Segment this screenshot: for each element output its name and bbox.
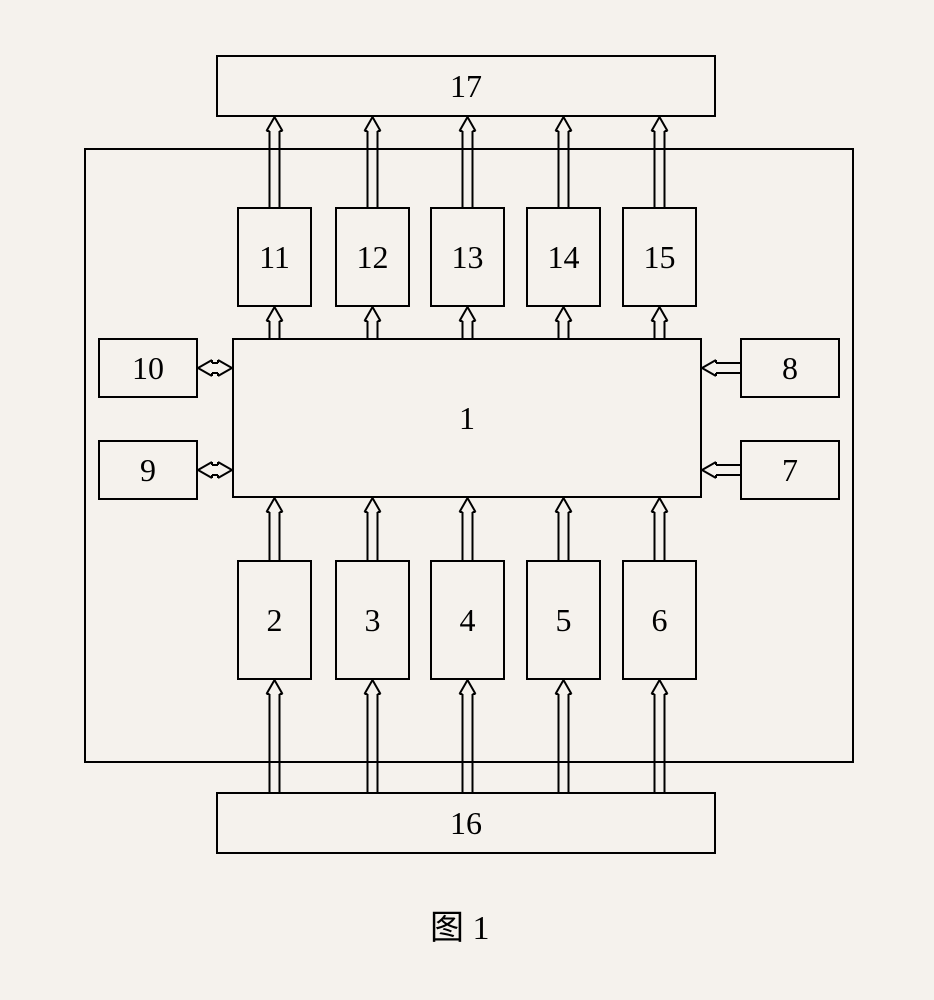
block-label: 13	[452, 239, 484, 276]
block-6: 6	[622, 560, 697, 680]
block-label: 11	[259, 239, 290, 276]
block-label: 16	[450, 805, 482, 842]
block-17: 17	[216, 55, 716, 117]
block-4: 4	[430, 560, 505, 680]
block-label: 5	[556, 602, 572, 639]
block-label: 1	[459, 400, 475, 437]
block-9: 9	[98, 440, 198, 500]
block-16: 16	[216, 792, 716, 854]
block-7: 7	[740, 440, 840, 500]
block-label: 7	[782, 452, 798, 489]
block-14: 14	[526, 207, 601, 307]
block-12: 12	[335, 207, 410, 307]
block-label: 2	[267, 602, 283, 639]
block-label: 14	[548, 239, 580, 276]
block-13: 13	[430, 207, 505, 307]
block-3: 3	[335, 560, 410, 680]
block-label: 4	[460, 602, 476, 639]
block-2: 2	[237, 560, 312, 680]
block-label: 8	[782, 350, 798, 387]
block-label: 3	[365, 602, 381, 639]
block-10: 10	[98, 338, 198, 398]
block-1: 1	[232, 338, 702, 498]
block-11: 11	[237, 207, 312, 307]
block-label: 12	[357, 239, 389, 276]
block-label: 10	[132, 350, 164, 387]
block-label: 9	[140, 452, 156, 489]
block-label: 17	[450, 68, 482, 105]
block-label: 6	[652, 602, 668, 639]
block-15: 15	[622, 207, 697, 307]
block-8: 8	[740, 338, 840, 398]
block-label: 15	[644, 239, 676, 276]
figure-caption: 图 1	[430, 900, 490, 949]
block-5: 5	[526, 560, 601, 680]
